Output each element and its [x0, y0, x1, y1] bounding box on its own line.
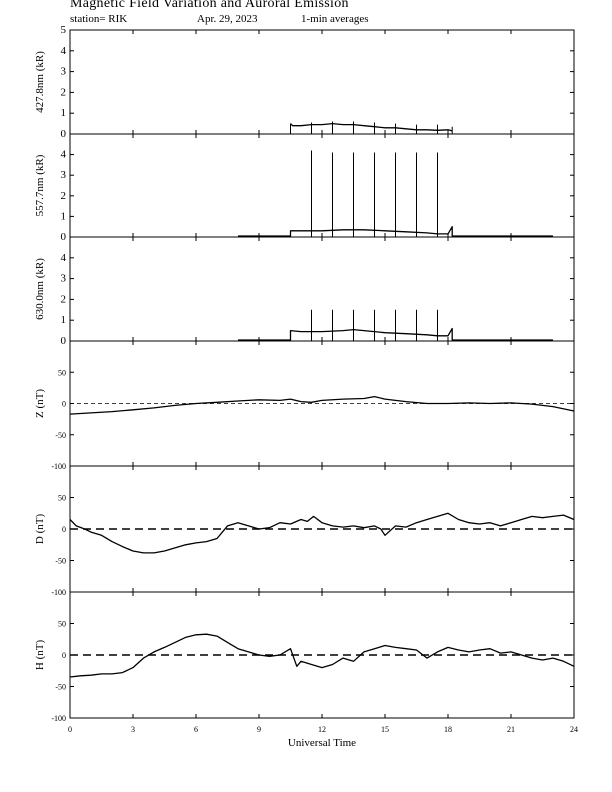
- panel-5-ylabel: D (nT): [34, 514, 46, 545]
- panel-2-ytick-label: 0: [61, 231, 67, 243]
- panel-2-ylabel: 557.7nm (kR): [34, 154, 46, 216]
- xtick-label: 15: [381, 725, 389, 734]
- panel-3-ytick-label: 0: [61, 335, 67, 347]
- panel-2-ytick-label: 2: [61, 190, 67, 202]
- panel-6-ytick-label: -100: [51, 714, 66, 723]
- panel-5-ytick-label: 50: [58, 494, 66, 503]
- xtick-label: 24: [570, 725, 578, 734]
- station-label: station= RIK: [70, 13, 128, 25]
- panel-4-ylabel: Z (nT): [34, 389, 46, 418]
- panel-1-ytick-label: 1: [61, 107, 67, 119]
- panel-5-series-line: [69, 512, 575, 554]
- xtick-label: 21: [507, 725, 515, 734]
- averaging-label: 1-min averages: [301, 13, 369, 25]
- xtick-label: 9: [257, 725, 261, 734]
- panel-6-ylabel: H (nT): [34, 640, 46, 671]
- panel-4-ytick-label: 50: [58, 368, 66, 377]
- panel-3-frame: [69, 236, 575, 342]
- panel-5-ytick-label: -50: [55, 557, 66, 566]
- panel-3-ytick-label: 2: [61, 293, 67, 305]
- panel-6-ytick-label: 0: [62, 651, 66, 660]
- panel-4-ytick-label: 0: [62, 400, 66, 409]
- date-label: Apr. 29, 2023: [197, 13, 258, 25]
- panel-1-ytick-label: 5: [61, 24, 67, 36]
- panel-2-ytick-label: 1: [61, 210, 67, 222]
- panel-1-ytick-label: 4: [61, 45, 67, 57]
- xtick-label: 12: [318, 725, 326, 734]
- chart-title: Magnetic Field Variation and Auroral Emi…: [70, 0, 349, 11]
- panel-4-ytick-label: -50: [55, 431, 66, 440]
- panel-3-ylabel: 630.0nm (kR): [34, 258, 46, 320]
- panel-2-frame: [69, 133, 575, 238]
- panel-6-ytick-label: 50: [58, 620, 66, 629]
- panel-3-ytick-label: 4: [61, 252, 67, 264]
- panel-1-series-line: [290, 122, 453, 132]
- panel-3-ytick-label: 3: [61, 273, 67, 285]
- xtick-label: 6: [194, 725, 198, 734]
- panel-3-ytick-label: 1: [61, 314, 67, 326]
- panel-6-series-line: [69, 633, 575, 678]
- panel-1-ytick-label: 0: [61, 128, 67, 140]
- xtick-label: 18: [444, 725, 452, 734]
- panel-2-ytick-label: 3: [61, 169, 67, 181]
- xtick-label: 3: [131, 725, 135, 734]
- panel-1-ylabel: 427.8nm (kR): [34, 51, 46, 113]
- panel-6-ytick-label: -50: [55, 683, 66, 692]
- panel-2-ytick-label: 4: [61, 149, 67, 161]
- xtick-label: 0: [68, 725, 72, 734]
- panel-5-ytick-label: -100: [51, 588, 66, 597]
- panel-4-series-line: [69, 395, 575, 415]
- x-axis-label: Universal Time: [288, 737, 356, 749]
- panel-1-frame: [69, 29, 575, 135]
- panel-5-ytick-label: 0: [62, 525, 66, 534]
- panel-1-ytick-label: 3: [61, 66, 67, 78]
- panel-4-ytick-label: -100: [51, 462, 66, 471]
- panel-1-ytick-label: 2: [61, 86, 67, 98]
